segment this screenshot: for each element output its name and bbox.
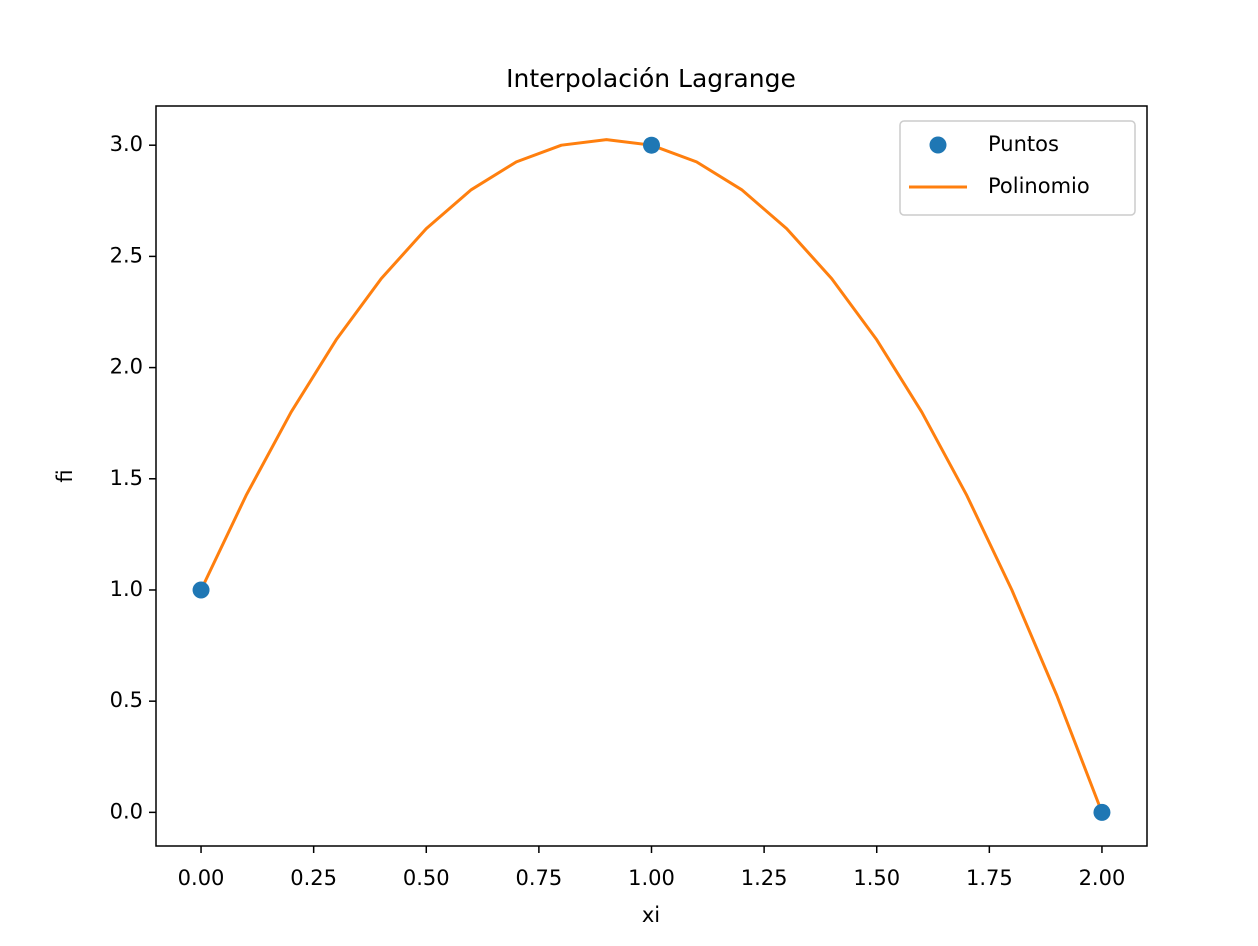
- y-tick-label: 0.0: [110, 799, 143, 823]
- y-tick-label: 0.5: [110, 688, 143, 712]
- chart-title: Interpolación Lagrange: [506, 64, 796, 93]
- legend-frame: [899, 120, 1136, 216]
- data-point: [1093, 803, 1111, 821]
- y-tick-label: 3.0: [110, 132, 143, 156]
- legend: Puntos Polinomio: [899, 120, 1136, 216]
- legend-label: Polinomio: [988, 174, 1090, 198]
- y-tick-label: 2.5: [110, 243, 143, 267]
- data-point: [643, 136, 660, 154]
- x-tick-label: 1.25: [741, 866, 788, 890]
- y-tick-label: 2.0: [110, 355, 143, 379]
- data-line: [199, 138, 1104, 813]
- x-tick-label: 0.75: [516, 866, 563, 890]
- x-tick-label: 1.75: [966, 866, 1013, 890]
- x-tick-label: 1.00: [628, 866, 675, 890]
- x-tick-label: 2.00: [1079, 866, 1126, 890]
- y-axis-label: fi: [53, 469, 77, 482]
- plot-frame: [155, 105, 1148, 847]
- data-point: [192, 581, 210, 599]
- y-tick-label: 1.0: [110, 577, 143, 601]
- x-tick-label: 1.50: [853, 866, 900, 890]
- legend-label: Puntos: [988, 132, 1059, 156]
- x-tick-label: 0.50: [403, 866, 450, 890]
- x-tick-label: 0.25: [290, 866, 337, 890]
- x-tick-label: 0.00: [178, 866, 225, 890]
- y-tick-label: 1.5: [110, 466, 143, 490]
- x-axis-label: xi: [642, 903, 660, 927]
- legend-marker: [929, 136, 947, 154]
